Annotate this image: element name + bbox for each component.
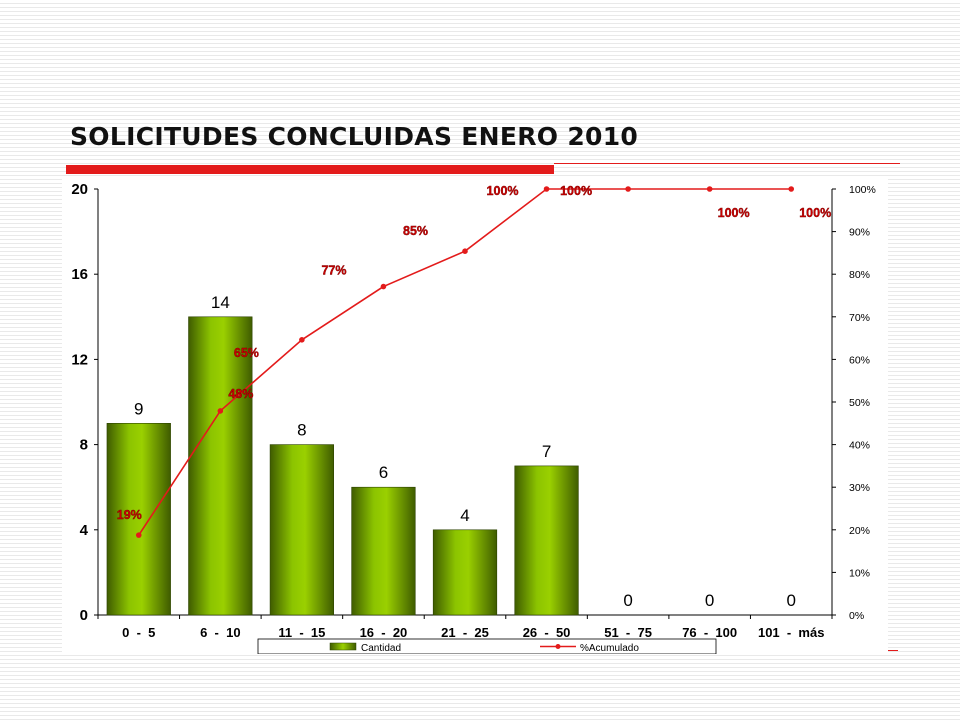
y-right-tick-label: 70% — [849, 312, 870, 324]
bar — [106, 423, 171, 616]
legend: Cantidad %Acumulado — [257, 638, 717, 654]
pareto-chart: 0 4 8 12 16 20 0% 10% 20% 30% 40% 50% 60% 70% 80% 90% 10… — [71, 181, 876, 654]
x-tick-label: 101 - más — [758, 625, 825, 640]
y-left-tick-label: 20 — [71, 181, 88, 198]
bar — [514, 465, 579, 616]
cumulative-line — [135, 186, 795, 538]
y-left-tick-label: 4 — [80, 522, 89, 539]
y-right-tick-label: 20% — [849, 525, 870, 537]
y-right-tick-label: 40% — [849, 440, 870, 452]
chart-panel: 0 4 8 12 16 20 0% 10% 20% 30% 40% 50% 60% 70% 80% 90% 10… — [62, 176, 888, 654]
bar-value-label: 0 — [786, 591, 795, 610]
line-point — [299, 337, 305, 343]
cumulative-value-label: 100% — [718, 206, 750, 220]
line-point — [788, 186, 795, 192]
title-accent-bar — [66, 165, 554, 174]
cumulative-value-label: 100% — [560, 184, 592, 198]
y-left-tick-label: 16 — [71, 266, 88, 283]
x-tick-label: 76 - 100 — [682, 625, 737, 640]
line-point — [543, 186, 550, 192]
bar-value-label: 8 — [297, 421, 306, 440]
bar — [351, 486, 416, 616]
x-tick-label: 6 - 10 — [200, 625, 240, 640]
cumulative-value-label: 65% — [234, 346, 259, 360]
x-tick-label: 0 - 5 — [122, 625, 155, 640]
y-right-tick-label: 80% — [849, 269, 870, 281]
line-point — [217, 408, 224, 414]
data-labels: 9 14 8 6 4 7 0 0 0 19% 48% 65% 77% 85% 100% 100% 100% 100… — [117, 184, 832, 610]
legend-line-marker — [555, 644, 561, 649]
bar-value-label: 0 — [623, 591, 632, 610]
bar-value-label: 6 — [379, 463, 388, 482]
y-right-tick-label: 60% — [849, 354, 870, 366]
line-point — [706, 186, 713, 192]
cumulative-value-label: 48% — [228, 387, 253, 401]
bars — [106, 316, 579, 616]
axes: 0 4 8 12 16 20 0% 10% 20% 30% 40% 50% 60% 70% 80% 90% 10… — [71, 181, 876, 640]
legend-label-bars: Cantidad — [361, 643, 401, 654]
bar-value-label: 4 — [460, 506, 469, 525]
x-tick-label: 11 - 15 — [278, 625, 325, 640]
cumulative-value-label: 100% — [799, 206, 831, 220]
cumulative-value-label: 19% — [117, 508, 142, 522]
y-left-tick-label: 12 — [71, 351, 88, 368]
y-right-tick-label: 0% — [849, 610, 864, 622]
bar — [269, 444, 334, 616]
cumulative-value-label: 77% — [321, 264, 346, 278]
title-rule-line — [554, 163, 900, 164]
line-point — [625, 186, 631, 192]
y-right-tick-label: 30% — [849, 482, 870, 494]
line-point — [380, 283, 387, 290]
slide-title: SOLICITUDES CONCLUIDAS ENERO 2010 — [70, 122, 639, 151]
y-right-tick-label: 50% — [849, 397, 870, 409]
bar — [432, 529, 498, 616]
legend-box — [257, 638, 717, 654]
bar-value-label: 14 — [211, 293, 230, 312]
x-tick-label: 26 - 50 — [523, 625, 571, 640]
y-left-tick-label: 8 — [80, 437, 88, 454]
legend-bar-swatch — [329, 642, 357, 651]
line-point — [135, 532, 142, 538]
y-left-tick-label: 0 — [80, 607, 88, 624]
y-right-tick-label: 90% — [849, 227, 870, 239]
cumulative-value-label: 100% — [487, 184, 519, 198]
x-tick-label: 51 - 75 — [604, 625, 652, 640]
bar-value-label: 0 — [705, 591, 714, 610]
x-tick-label: 16 - 20 — [360, 625, 408, 640]
decorative-tick — [888, 650, 898, 651]
bar-value-label: 9 — [134, 399, 143, 418]
y-right-tick-label: 10% — [849, 567, 870, 579]
line-point — [462, 248, 468, 254]
x-tick-label: 21 - 25 — [441, 625, 489, 640]
y-right-tick-label: 100% — [849, 184, 876, 196]
cumulative-value-label: 85% — [403, 224, 428, 238]
bar-value-label: 7 — [542, 442, 551, 461]
legend-label-line: %Acumulado — [580, 643, 639, 654]
bar — [188, 316, 253, 616]
